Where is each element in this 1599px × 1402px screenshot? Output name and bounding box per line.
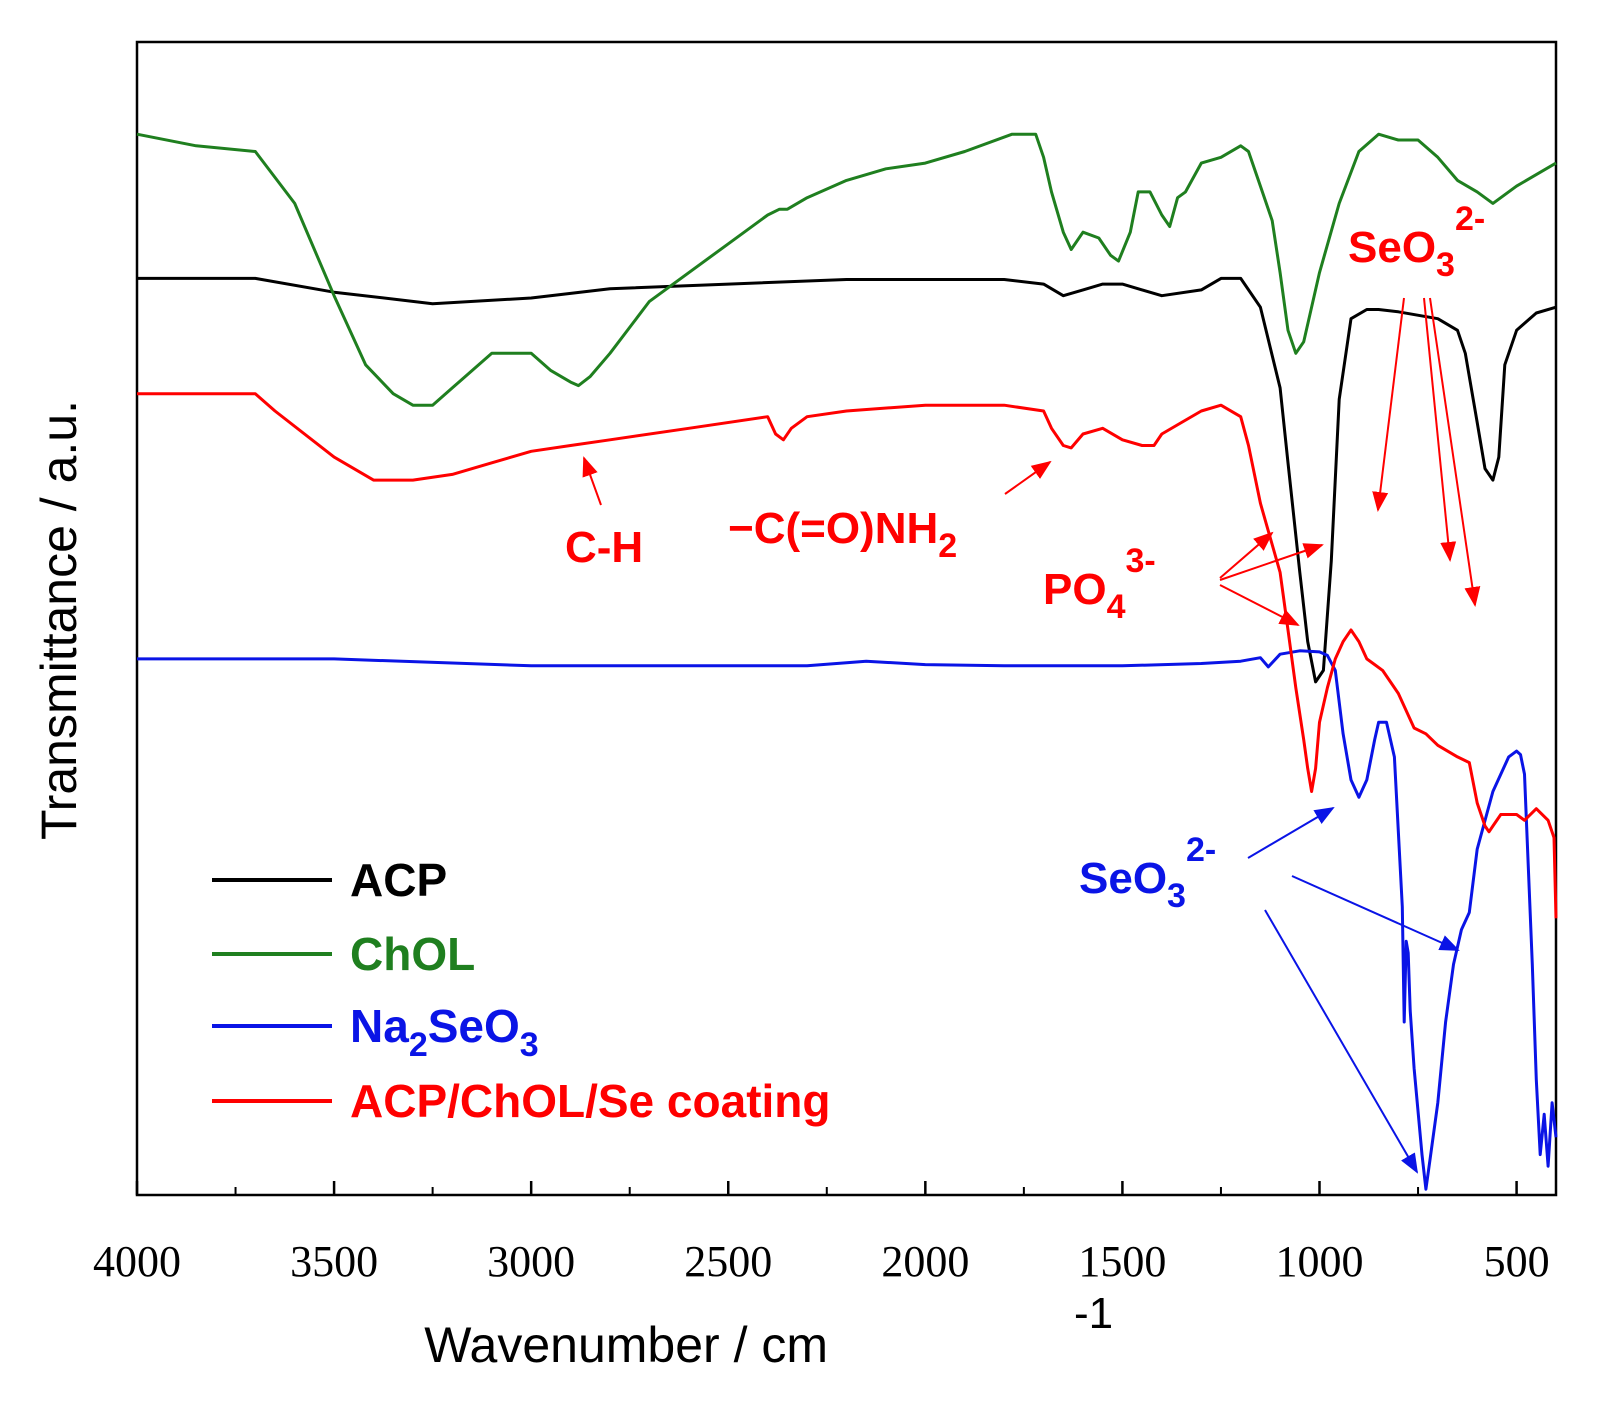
annotation-seo3-blue-text: SeO — [1079, 854, 1167, 903]
x-tick-label-1500: 1500 — [1078, 1237, 1166, 1286]
annotation-amide-arrow — [1004, 460, 1052, 495]
annotation-seo3-red-arrow-2 — [1423, 297, 1457, 562]
annotation-seo3-red-sup: 2- — [1455, 200, 1485, 238]
series-line-chol — [136, 132, 1557, 407]
x-tick-label-3500: 3500 — [290, 1237, 378, 1286]
annotation-seo3-blue-arrow-1 — [1247, 806, 1335, 859]
svg-text:−C(=O)NH2: −C(=O)NH2 — [728, 504, 957, 565]
x-tick-label-4000: 4000 — [93, 1237, 181, 1286]
annotation-po4-sub: 4 — [1107, 588, 1126, 626]
annotation-seo3-blue-arrow-3 — [1264, 909, 1419, 1174]
x-tick-label-1000: 1000 — [1276, 1237, 1364, 1286]
annotation-po4-text: PO — [1043, 565, 1107, 614]
annotation-seo3-red-text: SeO — [1348, 223, 1436, 272]
series-line-na2seo3 — [137, 649, 1558, 1191]
series-layer — [136, 132, 1558, 1191]
annotation-ch: C-H — [565, 456, 643, 572]
annotation-seo3-red-arrow-1 — [1372, 297, 1405, 512]
annotation-seo3-blue: SeO32- — [1079, 806, 1460, 1174]
x-tick-label-2000: 2000 — [881, 1237, 969, 1286]
annotation-seo3-red: SeO32- — [1348, 200, 1485, 607]
legend-na2seo3-sub2: 3 — [520, 1026, 539, 1064]
legend-na2seo3-sub1: 2 — [409, 1026, 428, 1064]
svg-text:SeO32-: SeO32- — [1079, 831, 1216, 915]
legend-label-na2seo3: Na2SeO3 — [350, 1000, 539, 1064]
legend-item-coating: ACP/ChOL/Se coating — [212, 1075, 830, 1127]
y-axis-title: Transmittance / a.u. — [31, 400, 87, 840]
annotation-seo3-blue-arrow-2 — [1291, 875, 1460, 951]
annotation-seo3-blue-sub: 3 — [1167, 877, 1186, 915]
legend-na2seo3-part2: SeO — [428, 1000, 520, 1052]
series-line-acp — [137, 276, 1557, 684]
x-tick-label-2500: 2500 — [684, 1237, 772, 1286]
annotation-po4-arrow-2 — [1219, 543, 1324, 581]
x-tick-label-3000: 3000 — [487, 1237, 575, 1286]
legend-label-chol: ChOL — [350, 928, 475, 980]
x-axis-ticks: 4000 3500 3000 2500 2000 1500 1000 500 — [93, 1181, 1550, 1286]
annotation-amide-sub: 2 — [938, 527, 957, 565]
annotation-seo3-blue-sup: 2- — [1186, 831, 1216, 869]
annotation-amide-text: −C(=O)NH — [728, 504, 938, 553]
legend-label-acp: ACP — [350, 854, 447, 906]
legend-item-chol: ChOL — [212, 928, 475, 980]
plot-frame — [135, 40, 1558, 1197]
annotation-po4-arrow-1 — [1219, 531, 1274, 579]
annotation-amide: −C(=O)NH2 — [728, 460, 1052, 565]
x-axis-title-superscript: -1 — [1074, 1289, 1113, 1338]
legend-item-na2seo3: Na2SeO3 — [212, 1000, 539, 1064]
annotation-ch-arrow — [582, 456, 602, 506]
legend-label-coating: ACP/ChOL/Se coating — [350, 1075, 830, 1127]
series-line-coating — [137, 392, 1558, 919]
legend-na2seo3-part1: Na — [350, 1000, 409, 1052]
annotation-seo3-red-arrow-3 — [1429, 297, 1481, 607]
annotation-ch-text: C-H — [565, 523, 643, 572]
annotation-seo3-red-sub: 3 — [1436, 246, 1455, 284]
annotation-po4-arrow-3 — [1219, 584, 1300, 626]
svg-text:PO43-: PO43- — [1043, 542, 1156, 626]
legend-item-acp: ACP — [212, 854, 447, 906]
x-axis-title: Wavenumber / cm — [424, 1317, 828, 1373]
annotation-po4: PO43- — [1043, 531, 1324, 626]
svg-text:SeO32-: SeO32- — [1348, 200, 1485, 284]
x-tick-label-500: 500 — [1484, 1237, 1550, 1286]
annotation-po4-sup: 3- — [1126, 542, 1156, 580]
legend: ACP ChOL Na2SeO3 ACP/ChOL/Se coating — [212, 854, 830, 1127]
